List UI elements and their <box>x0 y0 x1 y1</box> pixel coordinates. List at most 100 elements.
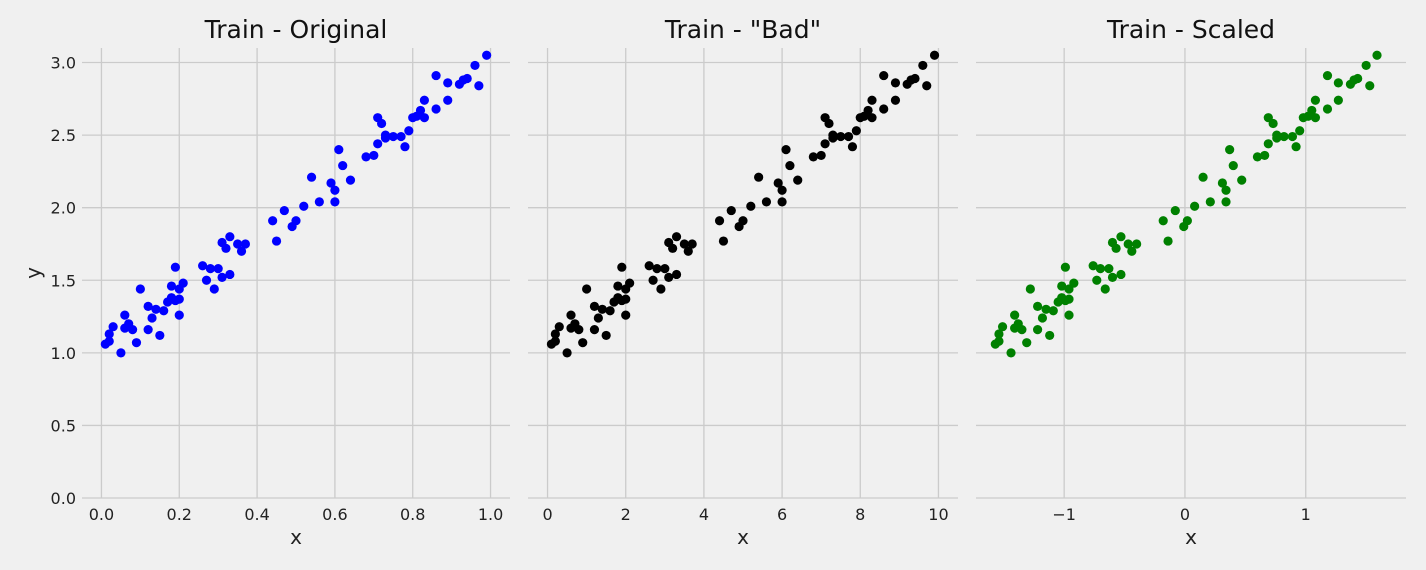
data-point <box>566 310 576 320</box>
data-point <box>847 142 858 152</box>
data-point <box>225 232 235 242</box>
data-point <box>621 294 631 304</box>
data-point <box>415 105 426 116</box>
data-point <box>863 105 873 116</box>
data-point <box>1170 205 1180 216</box>
data-point <box>1279 131 1289 142</box>
data-point <box>1025 284 1035 294</box>
data-point <box>625 278 635 288</box>
data-point <box>1287 131 1298 142</box>
data-point <box>879 70 889 81</box>
data-point <box>151 304 161 314</box>
x-tick-label: 6 <box>777 505 787 524</box>
data-point <box>143 325 153 335</box>
data-point <box>994 336 1004 346</box>
data-point <box>221 243 231 253</box>
x-tick-label: 0 <box>1180 505 1190 524</box>
data-point <box>474 81 484 91</box>
data-point <box>679 239 689 249</box>
data-point <box>1205 197 1215 207</box>
data-point <box>143 301 153 311</box>
data-point <box>104 336 114 346</box>
data-point <box>1322 104 1333 114</box>
data-point <box>820 139 830 149</box>
data-point <box>656 284 666 294</box>
data-point <box>589 325 600 335</box>
data-point <box>867 113 877 123</box>
data-point <box>738 216 748 226</box>
data-point <box>1033 325 1043 335</box>
data-point <box>816 150 826 161</box>
data-point <box>1225 145 1235 155</box>
data-point <box>597 304 607 314</box>
y-axis-label: y <box>21 267 45 279</box>
x-axis-label: x <box>737 525 749 549</box>
data-point <box>910 73 920 84</box>
data-point <box>1041 304 1051 314</box>
data-point <box>174 294 184 304</box>
data-point <box>174 310 184 320</box>
data-point <box>777 197 787 207</box>
data-point <box>1198 172 1208 182</box>
data-point <box>621 310 631 320</box>
data-point <box>326 178 336 188</box>
x-tick-label: 8 <box>855 505 865 524</box>
x-tick-label: 0.2 <box>167 505 192 524</box>
data-point <box>562 348 572 358</box>
x-tick-label: 0.4 <box>244 505 269 524</box>
data-point <box>213 264 223 274</box>
data-point <box>1045 330 1055 341</box>
data-point <box>714 216 725 226</box>
data-point <box>1088 261 1098 271</box>
data-point <box>116 348 126 358</box>
data-point <box>1116 232 1126 242</box>
data-point <box>400 142 410 152</box>
panel-train-bad: 0 2 4 6 8 10 Train - "Bad" x <box>528 15 958 549</box>
data-point <box>419 113 429 123</box>
data-point <box>225 269 235 280</box>
data-point <box>1322 70 1333 81</box>
data-point <box>879 104 889 114</box>
data-point <box>1361 60 1371 71</box>
data-point <box>644 261 654 271</box>
data-point <box>994 329 1004 339</box>
data-point <box>773 178 783 188</box>
data-point <box>334 145 344 155</box>
data-point <box>781 145 791 155</box>
data-point <box>1111 243 1121 253</box>
data-point <box>1116 269 1126 280</box>
data-point <box>380 130 391 140</box>
data-point <box>664 272 674 282</box>
data-point <box>1182 216 1192 226</box>
data-point <box>1252 152 1263 162</box>
data-point <box>104 329 114 339</box>
data-point <box>1307 105 1317 116</box>
data-point <box>843 131 854 142</box>
data-point <box>135 284 145 294</box>
data-point <box>1017 325 1027 335</box>
data-point <box>338 160 348 171</box>
data-point <box>1064 310 1074 320</box>
data-point <box>687 239 697 249</box>
x-tick-label: 10 <box>928 505 948 524</box>
x-axis-label: x <box>1185 525 1197 549</box>
data-point <box>761 197 772 207</box>
data-point <box>808 152 818 162</box>
x-tick-label: 0.0 <box>89 505 114 524</box>
y-tick-label: 3.0 <box>51 54 76 73</box>
data-point <box>1228 160 1238 171</box>
data-point <box>828 130 838 140</box>
data-point <box>330 185 340 195</box>
data-point <box>648 275 658 285</box>
data-point <box>1048 306 1058 316</box>
chart-title: Train - "Bad" <box>664 15 821 44</box>
data-point <box>388 131 398 142</box>
data-point <box>578 338 588 348</box>
data-point <box>1268 118 1278 129</box>
data-point <box>929 50 940 60</box>
data-point <box>361 152 371 162</box>
data-point <box>404 126 414 136</box>
data-point <box>1310 113 1321 123</box>
data-point <box>1104 264 1114 274</box>
